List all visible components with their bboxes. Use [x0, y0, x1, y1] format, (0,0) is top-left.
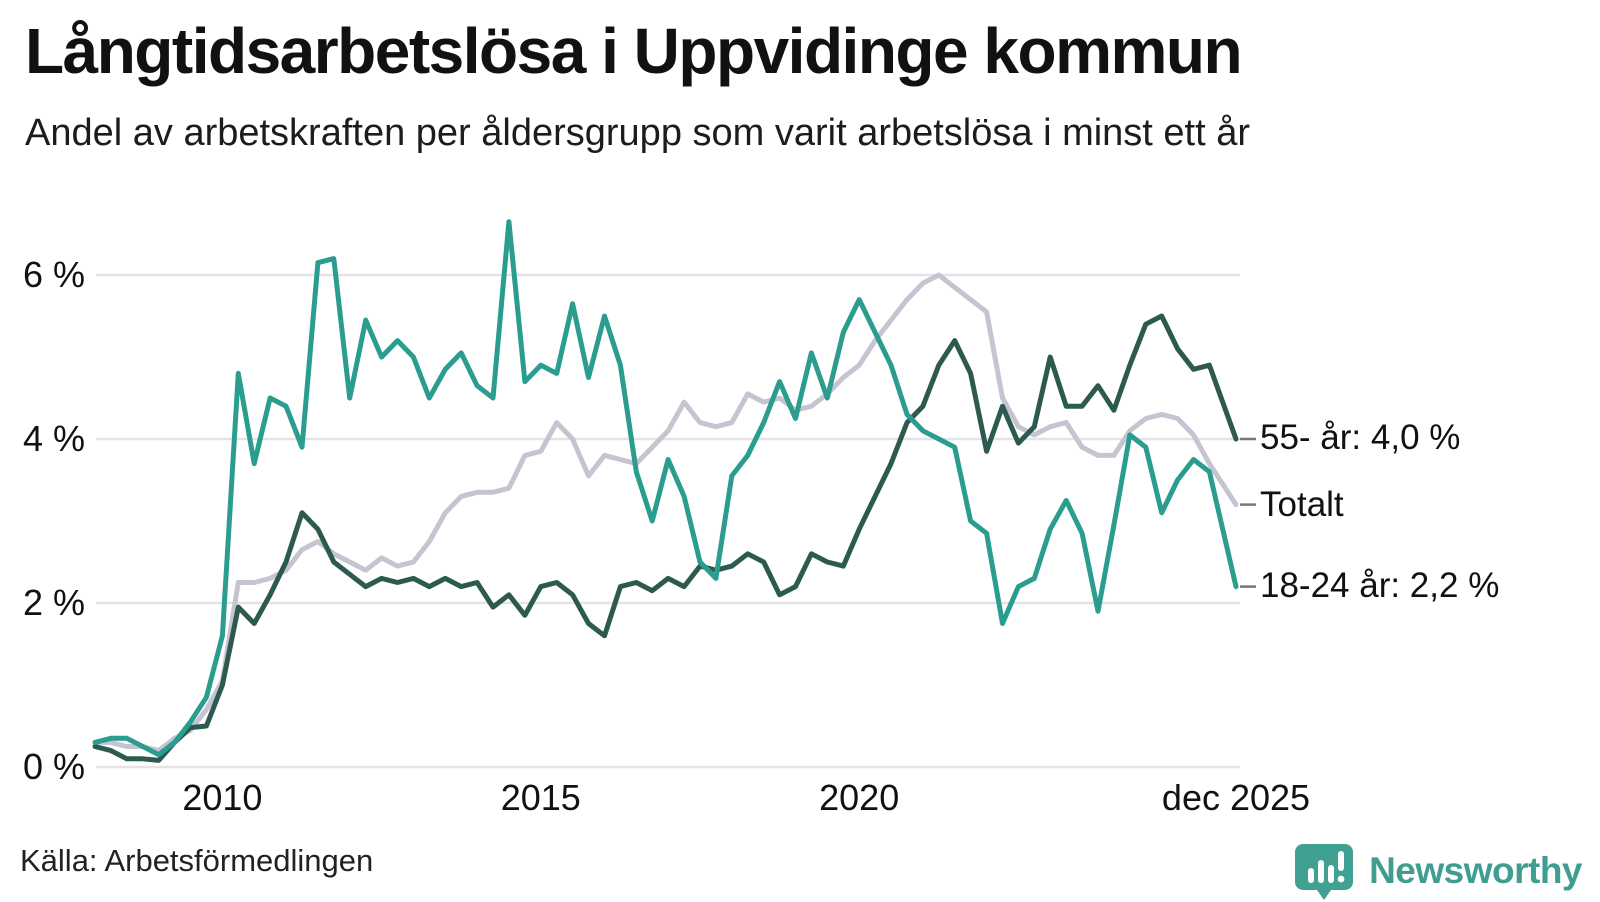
chart-subtitle: Andel av arbetskraften per åldersgrupp s…: [25, 112, 1251, 154]
series-end-label-18-24: 18-24 år: 2,2 %: [1260, 566, 1500, 605]
brand-name: Newsworthy: [1369, 850, 1582, 891]
x-tick-label: 2020: [819, 777, 899, 818]
y-axis-tick-labels: 0 % 2 % 4 % 6 %: [23, 254, 85, 787]
series-lines: [92, 219, 1239, 763]
y-tick-label: 4 %: [23, 418, 85, 459]
series-line-18-24-r: [92, 219, 1239, 758]
series-end-label-totalt: Totalt: [1260, 485, 1344, 524]
y-tick-label: 2 %: [23, 582, 85, 623]
series-line-55-r: [92, 313, 1239, 763]
x-axis-tick-labels: 2010 2015 2020 dec 2025: [182, 777, 1310, 818]
label-connectors: [1240, 437, 1256, 588]
gridlines: [96, 273, 1240, 769]
brand-logo: Newsworthy: [1295, 840, 1582, 902]
x-tick-label: 2015: [501, 777, 581, 818]
y-tick-label: 6 %: [23, 254, 85, 295]
source-note: Källa: Arbetsförmedlingen: [20, 843, 374, 878]
y-tick-label: 0 %: [23, 746, 85, 787]
page-title: Långtidsarbetslösa i Uppvidinge kommun: [25, 15, 1243, 87]
x-tick-label: dec 2025: [1162, 777, 1310, 818]
x-tick-label: 2010: [182, 777, 262, 818]
newsworthy-icon: [1295, 844, 1354, 900]
series-end-label-55: 55- år: 4,0 %: [1260, 418, 1461, 457]
series-line-totalt: [92, 272, 1239, 754]
